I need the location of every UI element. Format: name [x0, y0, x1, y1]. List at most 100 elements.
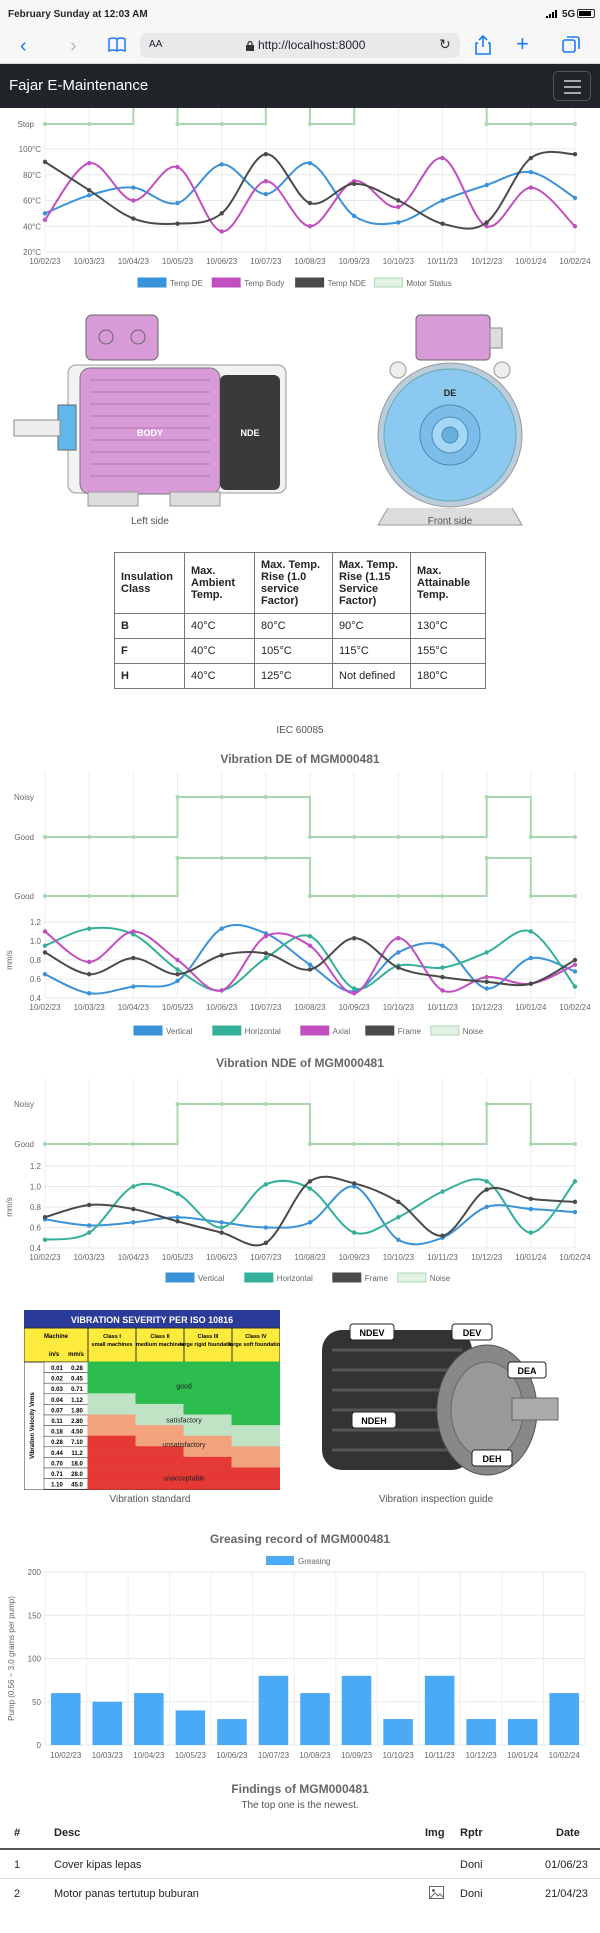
data-point: [440, 965, 445, 970]
data-point: [131, 984, 136, 989]
iso-zone-label: unacceptable: [163, 1476, 205, 1483]
data-point: [352, 1142, 357, 1146]
iso-zone-cell: [87, 1361, 137, 1374]
legend-swatch: [266, 1556, 294, 1565]
x-tick-label: 10/05/23: [162, 1253, 194, 1262]
data-point: [86, 1202, 92, 1208]
data-point: [528, 894, 533, 898]
data-point: [307, 967, 313, 972]
app-brand[interactable]: Fajar E-Maintenance: [9, 77, 149, 94]
greasing-title: Greasing record of MGM000481: [209, 1532, 391, 1546]
data-point: [396, 1215, 401, 1220]
status-level-label: Good: [14, 833, 34, 842]
data-point: [484, 979, 489, 985]
address-bar[interactable]: AA http://localhost:8000 ↻: [140, 33, 460, 58]
data-point: [131, 1184, 136, 1189]
lock-icon: [246, 40, 254, 51]
iso-zone-cell: [87, 1478, 137, 1490]
x-tick-label: 10/03/23: [92, 1751, 124, 1760]
x-tick-label: 10/07/23: [250, 257, 282, 266]
image-icon[interactable]: [429, 1886, 444, 1899]
status-level-label: Noisy: [14, 793, 34, 802]
back-icon[interactable]: ‹: [20, 35, 27, 57]
data-point: [131, 198, 136, 203]
y-axis-label: mm/s: [5, 950, 14, 970]
y-tick-label: 1.2: [30, 918, 42, 927]
x-tick-label: 10/03/23: [74, 1253, 106, 1262]
x-tick-label: 10/08/23: [299, 1751, 331, 1760]
data-point: [396, 1142, 401, 1146]
y-tick-label: 1.0: [30, 937, 42, 946]
legend-item: Noise: [430, 1274, 451, 1283]
iec-caption: IEC 60085: [276, 725, 324, 736]
iso-row-in: 1.10: [51, 1483, 63, 1489]
data-point: [175, 164, 180, 170]
iso-zone-cell: [231, 1372, 280, 1384]
table-row[interactable]: 1 Cover kipas lepas Doni 01/06/23: [0, 1848, 600, 1878]
iso-row-in: 0.18: [51, 1430, 63, 1436]
iso-10816-severity-chart: VIBRATION SEVERITY PER ISO 10816 Machine i…: [24, 1310, 280, 1490]
y-tick-label: 100°C: [19, 145, 42, 154]
iso-machine-label: Machine: [44, 1334, 69, 1340]
iso-class-label: medium machines: [136, 1342, 184, 1348]
data-point: [219, 162, 224, 167]
temperature-chart: 100°C 80°C 60°C 40°C 20°C Stop 10/02/23 10/03/2…: [18, 108, 591, 288]
header-rise-1-0: Max. Temp. Rise (1.0 service Factor): [254, 552, 333, 614]
tabs-icon[interactable]: [562, 36, 580, 54]
data-point: [572, 962, 578, 967]
insulation-value-cell: 130°C: [410, 613, 486, 639]
legend-swatch: [211, 277, 241, 288]
insulation-value-cell: 40°C: [184, 663, 255, 689]
bookmarks-icon[interactable]: [108, 37, 126, 53]
data-point: [308, 894, 312, 898]
left-side-caption: Left side: [131, 516, 169, 527]
y-tick-label: 200: [28, 1568, 42, 1577]
forward-icon[interactable]: ›: [70, 35, 77, 57]
iso-unit: mm/s: [68, 1352, 84, 1358]
data-point: [86, 959, 92, 965]
iso-zone-cell: [87, 1467, 137, 1480]
share-icon[interactable]: [474, 34, 492, 55]
y-tick-label: 1.0: [30, 1183, 42, 1192]
data-point: [42, 972, 48, 977]
x-tick-label: 10/09/23: [339, 1003, 371, 1012]
reader-mode-button[interactable]: AA: [149, 39, 163, 50]
header-date: Date: [556, 1827, 580, 1839]
data-point: [263, 951, 269, 956]
data-point: [42, 159, 48, 165]
reload-icon[interactable]: ↻: [439, 36, 451, 52]
y-tick-label: 0.8: [30, 1203, 42, 1212]
data-point: [396, 935, 401, 941]
legend-item: Horizontal: [277, 1274, 313, 1283]
iso-zone-cell: [135, 1403, 185, 1416]
x-tick-label: 10/12/23: [471, 257, 503, 266]
data-point: [351, 986, 357, 991]
new-tab-icon[interactable]: +: [516, 31, 529, 56]
data-point: [351, 1230, 357, 1235]
data-point: [307, 1186, 313, 1191]
finding-reporter: Doni: [460, 1859, 483, 1871]
iso-row-mm: 28.0: [71, 1472, 83, 1478]
data-point: [351, 935, 357, 941]
data-point: [528, 1206, 534, 1212]
finding-desc: Cover kipas lepas: [54, 1859, 142, 1871]
data-point: [219, 211, 224, 216]
table-row[interactable]: 2 Motor panas tertutup buburan Doni 21/0…: [0, 1878, 600, 1908]
data-point: [263, 934, 269, 939]
iso-title: VIBRATION SEVERITY PER ISO 10816: [71, 1315, 233, 1325]
iso-zone-cell: [87, 1456, 137, 1469]
bar: [92, 1701, 123, 1745]
data-point: [396, 1237, 401, 1242]
data-point: [131, 1220, 136, 1225]
iso-row-mm: 11.2: [71, 1451, 83, 1457]
data-point: [307, 934, 313, 939]
x-tick-label: 10/11/23: [427, 257, 458, 266]
iso-zone-cell: [87, 1372, 137, 1384]
iso-class-label: Class IV: [245, 1334, 267, 1340]
finding-num: 1: [14, 1859, 21, 1871]
data-point: [42, 211, 48, 216]
x-tick-label: 10/10/23: [383, 1253, 415, 1262]
data-point: [219, 856, 224, 860]
menu-toggle-button[interactable]: [553, 71, 591, 101]
x-tick-label: 10/07/23: [250, 1253, 282, 1262]
